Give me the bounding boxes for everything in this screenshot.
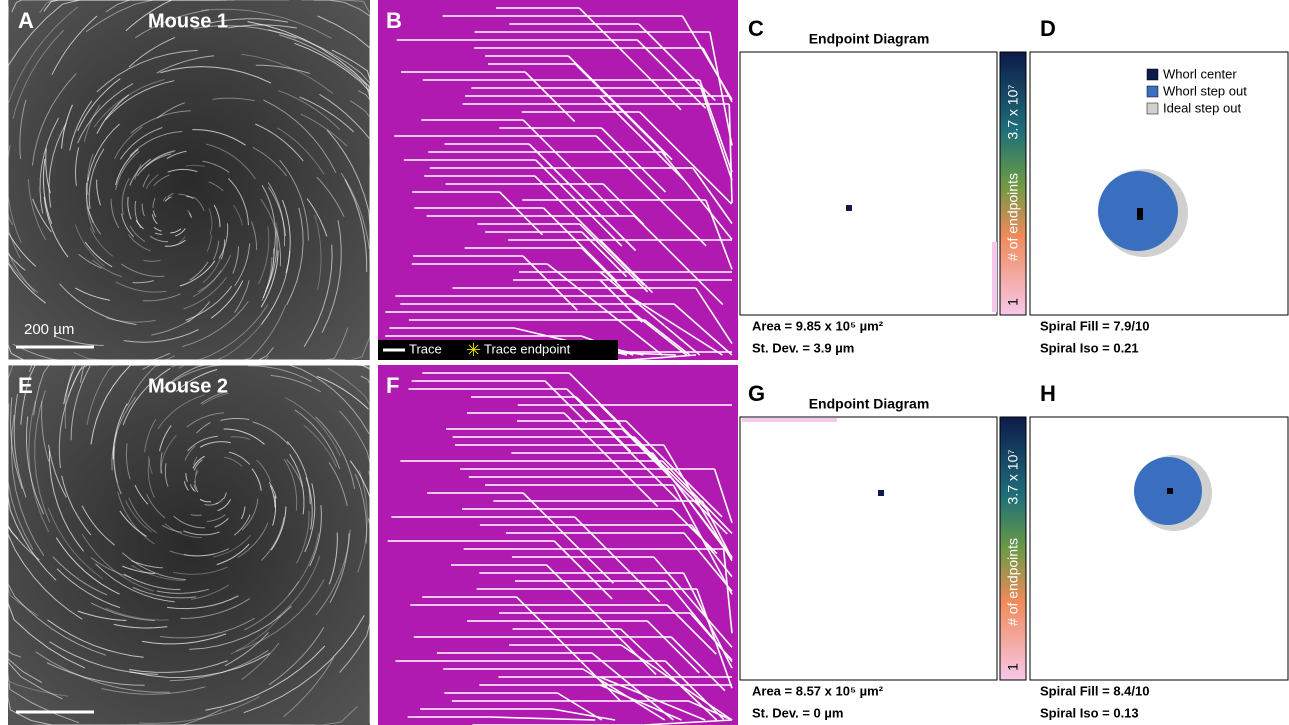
whorl-center (1167, 488, 1173, 494)
colorbar-title: # of endpoints (1005, 538, 1021, 626)
figure-row: A Mouse 1 200 µm B Trace ✳Trace endpoint C Endp… (8, 0, 1288, 360)
plot-area (1030, 417, 1288, 680)
endpoint-cells (992, 242, 997, 312)
figure: A Mouse 1 200 µm B Trace ✳Trace endpoint C Endp… (0, 0, 1289, 725)
micrograph-image (8, 0, 370, 360)
plot-title: Endpoint Diagram (809, 396, 930, 412)
trace-panel: F (378, 365, 738, 725)
colorbar-max: 3.7 x 10⁷ (1005, 450, 1021, 505)
plot-title: Endpoint Diagram (809, 31, 930, 47)
stat-text: Area = 9.85 x 10⁵ µm² (752, 318, 884, 333)
colorbar-max: 3.7 x 10⁷ (1005, 85, 1021, 140)
plot-area (740, 417, 997, 680)
stat-text: Spiral Fill = 7.9/10 (1040, 318, 1149, 333)
legend-label: Trace endpoint (484, 341, 571, 356)
endpoint-panel: C Endpoint Diagram 3.7 x 10⁷ # of endpoints… (740, 16, 1026, 356)
panel-title: Mouse 2 (148, 375, 228, 397)
stat-text: Spiral Iso = 0.21 (1040, 340, 1139, 355)
panel-title: Mouse 1 (148, 10, 228, 32)
scale-bar-label: 200 µm (24, 321, 74, 338)
micrograph-panel: A Mouse 1 200 µm (8, 0, 370, 360)
panel-label: D (1040, 16, 1056, 41)
stat-text: St. Dev. = 3.9 µm (752, 340, 854, 355)
stat-text: Area = 8.57 x 10⁵ µm² (752, 683, 884, 698)
legend-label: Whorl step out (1163, 83, 1247, 98)
stat-text: Spiral Iso = 0.13 (1040, 705, 1139, 720)
whorl-panel: D Whorl center Whorl step out Ideal step ou… (1030, 16, 1288, 356)
panel-label: H (1040, 381, 1056, 406)
legend-label: Whorl center (1163, 66, 1237, 81)
whorl-center (1137, 208, 1143, 220)
trace-panel: B Trace ✳Trace endpoint (378, 0, 738, 360)
colorbar-min: 1 (1005, 298, 1021, 306)
micrograph-panel: E Mouse 2 (8, 365, 370, 725)
stat-text: Spiral Fill = 8.4/10 (1040, 683, 1149, 698)
panel-label: C (748, 16, 764, 41)
colorbar-title: # of endpoints (1005, 173, 1021, 261)
whorl-center-marker (846, 205, 852, 211)
panel-label: B (386, 8, 402, 33)
colorbar-min: 1 (1005, 663, 1021, 671)
endpoint-cells (742, 418, 837, 422)
legend-endpoint-swatch: ✳ (466, 340, 481, 360)
panel-label: A (18, 8, 34, 33)
panel-label: E (18, 373, 33, 398)
legend-label: Ideal step out (1163, 100, 1241, 115)
panel-label: F (386, 373, 399, 398)
legend-swatch (1147, 69, 1158, 80)
legend-label: Trace (409, 341, 442, 356)
panel-label: G (748, 381, 765, 406)
legend-swatch (1147, 86, 1158, 97)
whorl-panel: H Spiral Fill = 8.4/10 Spiral Iso = 0.13 (1030, 381, 1288, 721)
plot-area (740, 52, 997, 315)
figure-row: E Mouse 2 F G Endpoint Diagram 3.7 x 10⁷ # of … (8, 365, 1288, 725)
legend-swatch (1147, 103, 1158, 114)
whorl-center-marker (878, 490, 884, 496)
endpoint-panel: G Endpoint Diagram 3.7 x 10⁷ # of endpoints… (740, 381, 1026, 721)
stat-text: St. Dev. = 0 µm (752, 705, 843, 720)
